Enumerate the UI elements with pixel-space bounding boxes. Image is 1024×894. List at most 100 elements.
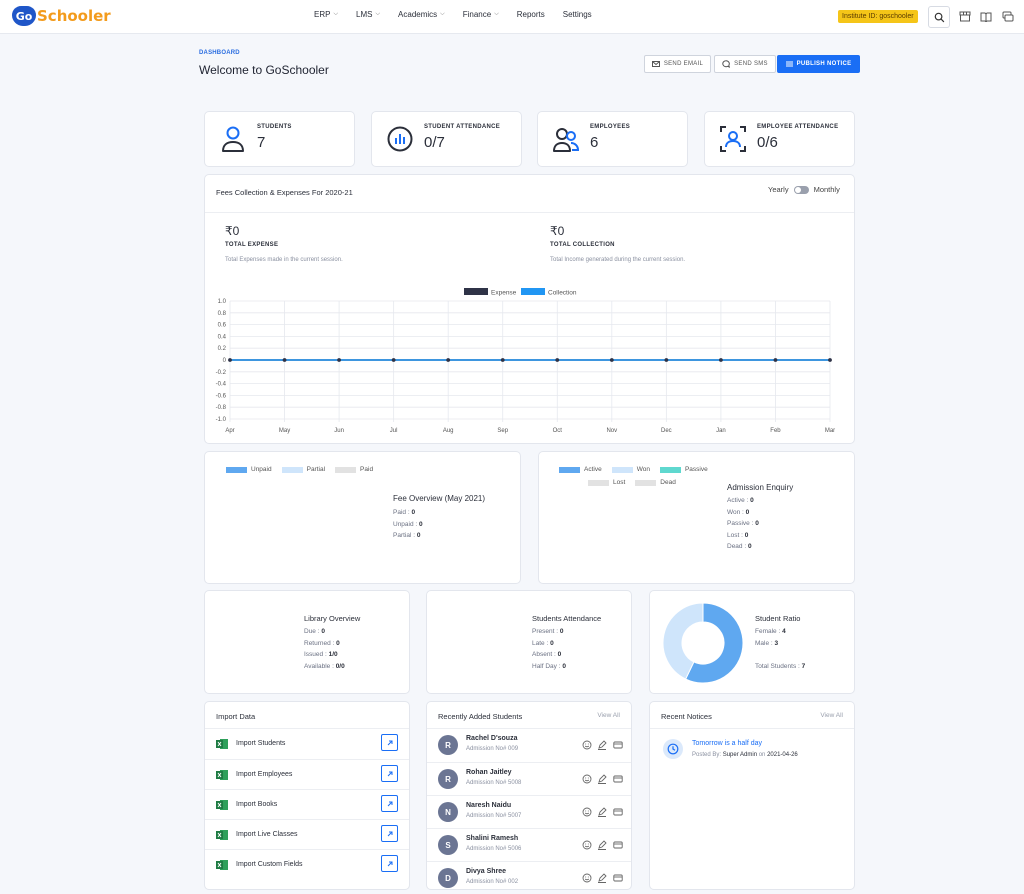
nav-item-erp[interactable]: ERP ⌵ (314, 10, 338, 19)
publish-notice-button[interactable]: PUBLISH NOTICE (777, 55, 860, 73)
collection-label: TOTAL COLLECTION (550, 242, 615, 248)
edit-icon[interactable] (597, 873, 607, 883)
stat-label: EMPLOYEES (590, 124, 631, 130)
y-tick-label: -1.0 (216, 417, 227, 423)
nav-item-label: Academics (398, 10, 438, 19)
value-row: Passive : 0 (727, 520, 759, 527)
avatar: R (438, 735, 458, 755)
student-row[interactable]: N Naresh Naidu Admission No# 5007 (427, 795, 631, 828)
import-row[interactable]: Import Employees (205, 759, 409, 789)
smile-icon[interactable] (582, 840, 592, 850)
x-tick-label: Dec (661, 428, 672, 434)
collection-amount: ₹0 (550, 224, 565, 238)
id-card-icon[interactable] (613, 740, 623, 750)
mail-icon (651, 61, 660, 67)
legend-label: Won (636, 466, 650, 473)
recent-notices-title: Recent Notices (661, 712, 712, 721)
employee-attendance-stat-card[interactable]: EMPLOYEE ATTENDANCE 0/6 (704, 111, 855, 167)
data-point (609, 358, 614, 362)
smile-icon[interactable] (582, 740, 592, 750)
x-tick-label: May (279, 428, 290, 434)
legend-item: Dead (635, 479, 676, 486)
view-all-notices-link[interactable]: View All (820, 712, 843, 719)
y-tick-label: 1.0 (218, 299, 227, 305)
stat-value: 6 (590, 134, 599, 151)
logo[interactable]: Go Schooler (12, 6, 111, 26)
legend-label: Partial (306, 466, 326, 473)
data-point (828, 358, 832, 362)
top-navbar: Go Schooler ERP ⌵ LMS ⌵ Academics ⌵ Finance ⌵ Re… (0, 0, 1024, 34)
book-icon[interactable] (980, 11, 992, 22)
male-slice (662, 602, 704, 680)
student-row[interactable]: R Rachel D'souza Admission No# 009 (427, 729, 631, 762)
students-stat-card[interactable]: STUDENTS 7 (204, 111, 355, 167)
legend-label: Dead (660, 479, 676, 486)
data-point (391, 358, 396, 362)
import-data-title: Import Data (216, 712, 256, 721)
student-attendance-stat-card[interactable]: STUDENT ATTENDANCE 0/7 (371, 111, 522, 167)
id-card-icon[interactable] (613, 774, 623, 784)
import-row[interactable]: Import Books (205, 789, 409, 819)
open-import-button[interactable] (381, 795, 398, 812)
open-import-button[interactable] (381, 825, 398, 842)
data-point (228, 358, 232, 362)
stat-value: 0/6 (757, 134, 778, 151)
import-row[interactable]: Import Students (205, 729, 409, 759)
data-point (664, 358, 669, 362)
student-row[interactable]: R Rohan Jaitley Admission No# 5008 (427, 762, 631, 795)
store-icon[interactable] (959, 11, 971, 22)
open-import-button[interactable] (381, 855, 398, 872)
chat-icon[interactable] (1002, 11, 1014, 22)
library-overview-card: Library Overview Due : 0 Returned : 0 Issu… (204, 590, 410, 694)
edit-icon[interactable] (597, 774, 607, 784)
avatar: R (438, 769, 458, 789)
stat-label: STUDENTS (257, 124, 292, 130)
expense-description: Total Expenses made in the current sessi… (225, 257, 343, 263)
nav-item-label: LMS (356, 10, 373, 19)
excel-icon (216, 829, 229, 841)
value-row: Present : 0 (532, 628, 564, 635)
nav-item-lms[interactable]: LMS ⌵ (356, 10, 380, 19)
legend-label: Expense (491, 290, 517, 297)
notice-title-link[interactable]: Tomorrow is a half day (692, 740, 763, 747)
employees-stat-card[interactable]: EMPLOYEES 6 (537, 111, 688, 167)
value-row: Dead : 0 (727, 543, 752, 550)
breadcrumb[interactable]: DASHBOARD (199, 50, 240, 56)
id-card-icon[interactable] (613, 840, 623, 850)
edit-icon[interactable] (597, 840, 607, 850)
search-button[interactable] (928, 6, 950, 28)
id-card-icon[interactable] (613, 807, 623, 817)
nav-item-settings[interactable]: Settings (563, 10, 592, 19)
send-sms-button[interactable]: SEND SMS (714, 55, 776, 73)
stat-value: 7 (257, 134, 266, 151)
admission-legend-row-1: Active Won Passive (559, 466, 714, 473)
yearly-monthly-toggle[interactable]: Yearly Monthly (768, 185, 840, 194)
x-tick-label: Mar (825, 428, 835, 434)
fee-overview-card: Unpaid Partial Paid Fee Overview (May 2021… (204, 451, 521, 584)
edit-icon[interactable] (597, 740, 607, 750)
smile-icon[interactable] (582, 873, 592, 883)
edit-icon[interactable] (597, 807, 607, 817)
legend-swatch (588, 479, 609, 486)
avatar: N (438, 802, 458, 822)
open-import-button[interactable] (381, 734, 398, 751)
value-row: Late : 0 (532, 639, 554, 647)
student-row[interactable]: D Divya Shree Admission No# 002 (427, 861, 631, 894)
view-all-students-link[interactable]: View All (597, 712, 620, 719)
smile-icon[interactable] (582, 774, 592, 784)
student-row[interactable]: S Shalini Ramesh Admission No# 5006 (427, 828, 631, 861)
nav-item-reports[interactable]: Reports (517, 10, 545, 19)
smile-icon[interactable] (582, 807, 592, 817)
fees-collection-card: Fees Collection & Expenses For 2020-21 Y… (204, 174, 855, 444)
import-row[interactable]: Import Custom Fields (205, 849, 409, 879)
student-name: Rachel D'souza (466, 735, 518, 742)
nav-item-academics[interactable]: Academics ⌵ (398, 10, 445, 19)
id-card-icon[interactable] (613, 873, 623, 883)
import-row[interactable]: Import Live Classes (205, 819, 409, 849)
send-email-button[interactable]: SEND EMAIL (644, 55, 711, 73)
toggle-switch[interactable] (793, 185, 809, 194)
open-import-button[interactable] (381, 765, 398, 782)
nav-item-finance[interactable]: Finance ⌵ (463, 10, 499, 19)
admission-number: Admission No# 5008 (466, 780, 522, 786)
legend-label: Unpaid (251, 466, 272, 473)
